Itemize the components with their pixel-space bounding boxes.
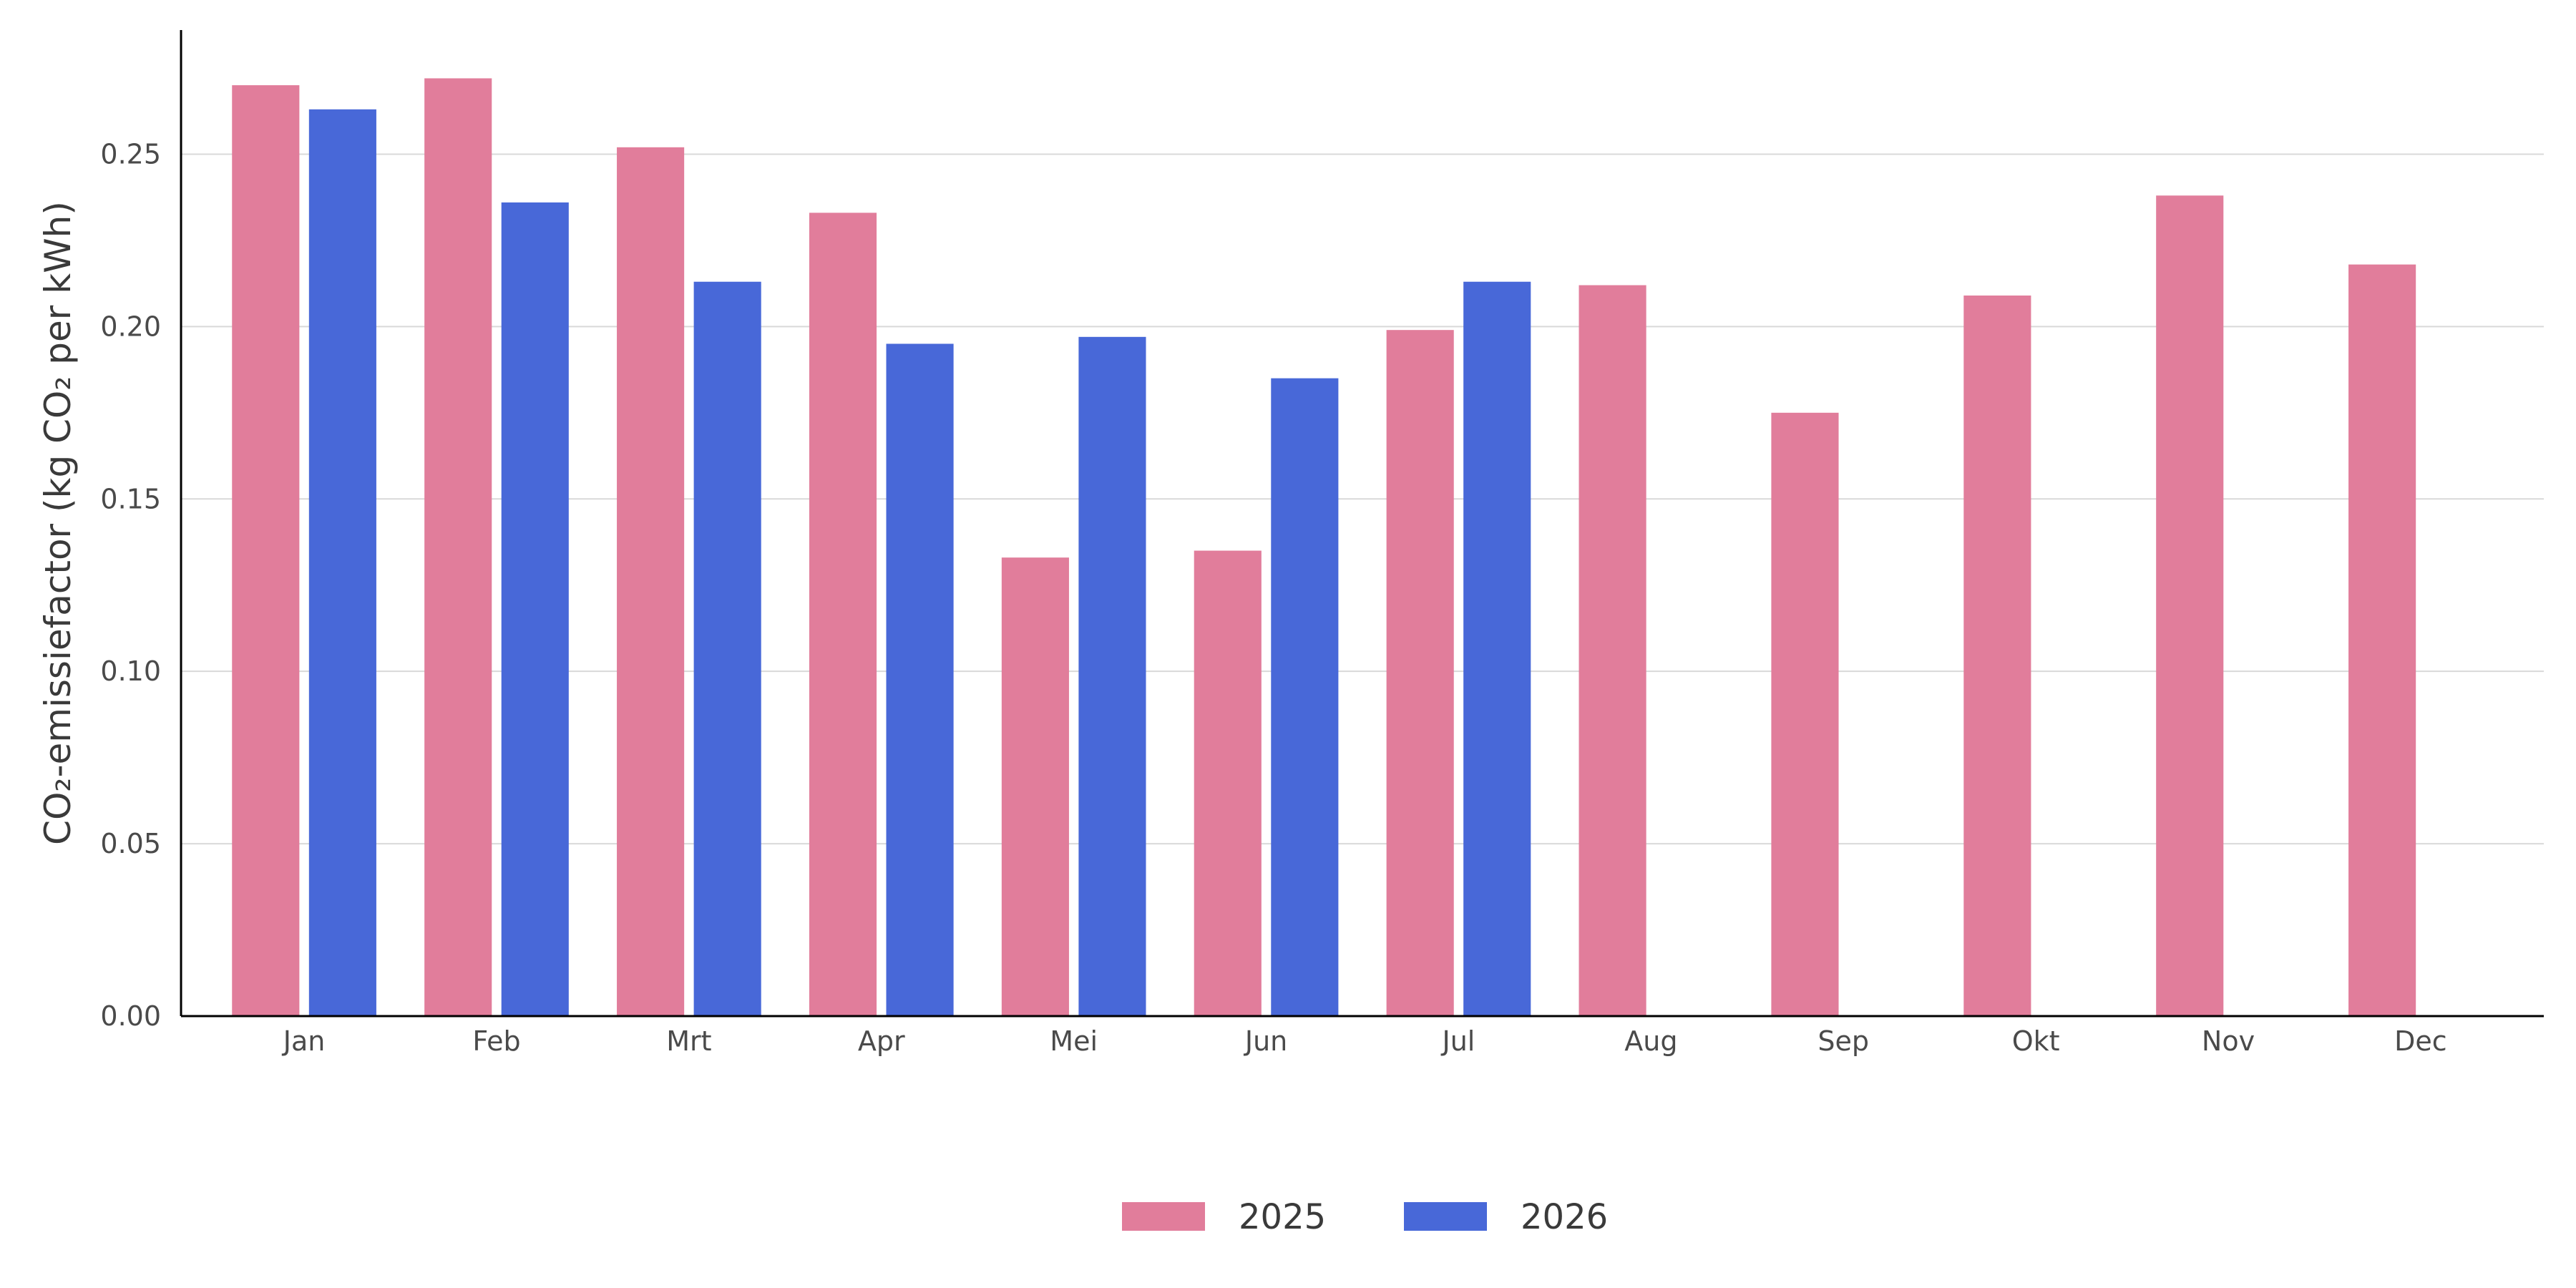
x-tick-label-okt: Okt <box>2012 1025 2060 1057</box>
y-tick-label: 0.20 <box>100 311 161 342</box>
bar-2026-jul <box>1463 281 1531 1016</box>
bar-2025-dec <box>2348 264 2416 1016</box>
bar-2026-mrt <box>693 281 761 1016</box>
bar-2025-jun <box>1194 550 1262 1016</box>
axes <box>180 30 2544 1018</box>
legend-swatch-2025 <box>1122 1202 1205 1231</box>
x-tick-label-jan: Jan <box>282 1025 326 1057</box>
y-tick-label: 0.05 <box>100 828 161 859</box>
bar-2025-feb <box>424 78 492 1016</box>
legend-swatch-2026 <box>1404 1202 1487 1231</box>
bar-2026-mei <box>1078 336 1146 1016</box>
bar-2025-mei <box>1001 557 1069 1016</box>
x-tick-label-feb: Feb <box>472 1025 520 1057</box>
bar-2025-sep <box>1771 412 1839 1016</box>
x-tick-label-jul: Jul <box>1441 1025 1475 1057</box>
bar-2026-jun <box>1271 378 1339 1016</box>
x-tick-label-apr: Apr <box>858 1025 905 1057</box>
x-tick-label-sep: Sep <box>1818 1025 1869 1057</box>
bar-2026-feb <box>501 202 569 1017</box>
x-tick-labels: Jan Feb Mrt Apr Mei Jun Jul Aug Sep Okt Nov Dec <box>282 1025 2447 1057</box>
x-tick-label-jun: Jun <box>1244 1025 1287 1057</box>
bar-2025-okt <box>1963 296 2031 1016</box>
bar-2025-mrt <box>617 147 685 1017</box>
bar-2025-aug <box>1579 285 1646 1017</box>
bar-2026-jan <box>308 109 376 1017</box>
bar-2026-apr <box>886 343 954 1016</box>
x-tick-label-aug: Aug <box>1624 1025 1677 1057</box>
legend-label-2026: 2026 <box>1521 1197 1608 1237</box>
bar-2025-apr <box>809 213 877 1016</box>
x-tick-label-mrt: Mrt <box>666 1025 711 1057</box>
y-tick-label: 0.25 <box>100 138 161 170</box>
bar-2025-jan <box>232 85 300 1016</box>
bar-2025-nov <box>2156 195 2224 1017</box>
y-tick-label: 0.00 <box>100 1000 161 1032</box>
legend: 2025 2026 <box>1122 1197 1608 1237</box>
y-tick-label: 0.10 <box>100 655 161 687</box>
bar-2025-jul <box>1386 330 1454 1016</box>
x-tick-label-mei: Mei <box>1050 1025 1098 1057</box>
y-tick-labels: 0.00 0.05 0.10 0.15 0.20 0.25 <box>100 138 161 1032</box>
x-tick-label-nov: Nov <box>2202 1025 2255 1057</box>
x-tick-label-dec: Dec <box>2394 1025 2447 1057</box>
legend-label-2025: 2025 <box>1239 1197 1326 1237</box>
y-axis-label: CO₂-emissiefactor (kg CO₂ per kWh) <box>37 201 79 845</box>
bars <box>232 78 2416 1017</box>
y-tick-label: 0.15 <box>100 483 161 514</box>
gridlines <box>181 153 2544 845</box>
